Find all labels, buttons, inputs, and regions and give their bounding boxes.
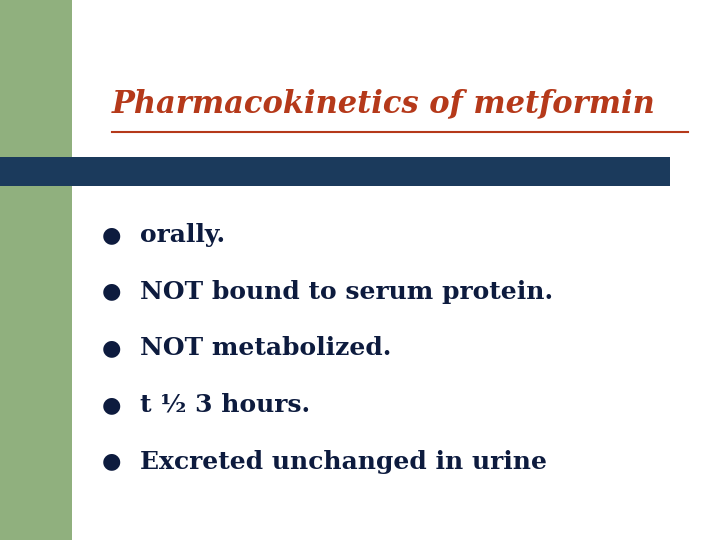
Text: ●: ● — [102, 225, 121, 245]
Text: ●: ● — [102, 338, 121, 359]
Text: ●: ● — [102, 451, 121, 472]
Bar — [72, 475, 720, 540]
Text: orally.: orally. — [140, 223, 225, 247]
Text: NOT bound to serum protein.: NOT bound to serum protein. — [140, 280, 554, 303]
FancyBboxPatch shape — [72, 0, 720, 486]
Text: Pharmacokinetics of metformin: Pharmacokinetics of metformin — [112, 88, 655, 119]
Text: Excreted unchanged in urine: Excreted unchanged in urine — [140, 450, 547, 474]
Text: ●: ● — [102, 395, 121, 415]
Text: t ½ 3 hours.: t ½ 3 hours. — [140, 393, 310, 417]
Text: ●: ● — [102, 281, 121, 302]
Bar — [0, 157, 670, 186]
Text: NOT metabolized.: NOT metabolized. — [140, 336, 392, 360]
FancyBboxPatch shape — [72, 0, 720, 486]
